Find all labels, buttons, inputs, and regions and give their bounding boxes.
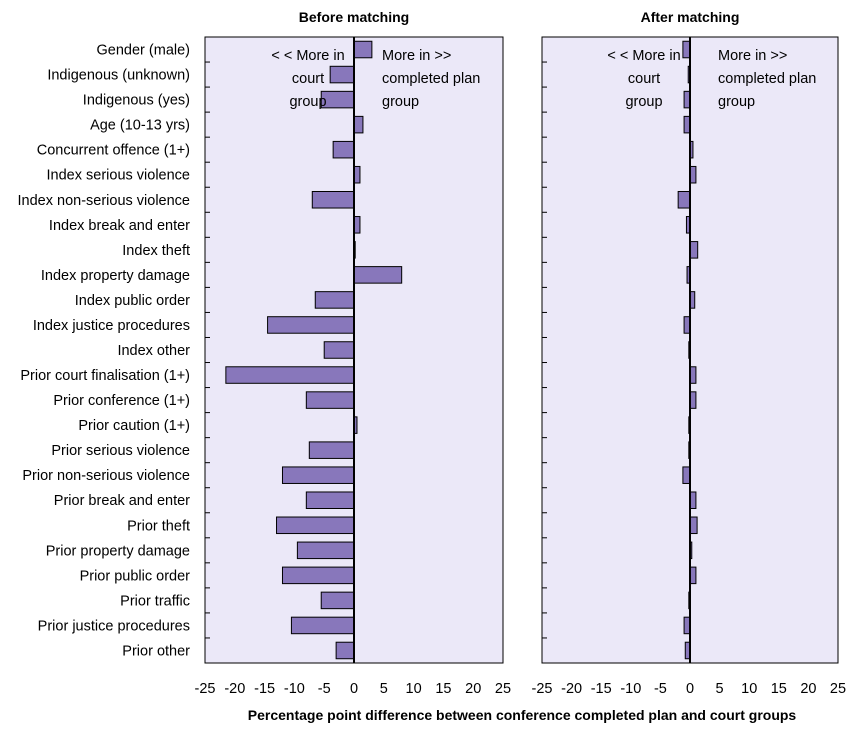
bar <box>308 441 355 459</box>
panel-after-matching: After matching < < More in court group More… <box>532 9 847 697</box>
x-tick-label: 20 <box>800 681 816 697</box>
category-label: Concurrent offence (1+) <box>37 143 190 159</box>
annotation-right-line: More in >> <box>718 48 787 64</box>
category-label: Prior serious violence <box>51 443 190 459</box>
bar <box>225 366 355 384</box>
x-tick-label: -20 <box>224 681 245 697</box>
x-tick-label: -25 <box>532 681 553 697</box>
bar <box>311 190 355 209</box>
annotation-right-line: More in >> <box>382 48 451 64</box>
category-label: Index justice procedures <box>33 318 190 334</box>
bar <box>335 641 355 660</box>
bar <box>305 491 355 510</box>
bar <box>267 316 355 334</box>
category-label: Index public order <box>75 293 190 309</box>
panel-after-title: After matching <box>641 9 740 25</box>
bar <box>353 115 364 134</box>
panel-before-title: Before matching <box>299 9 409 25</box>
annotation-left-line: court <box>628 71 660 87</box>
category-label: Index property damage <box>41 268 190 284</box>
category-label: Age (10-13 yrs) <box>90 118 190 134</box>
category-label: Index serious violence <box>47 168 190 184</box>
bar <box>353 266 403 284</box>
bar <box>353 40 373 59</box>
category-label: Prior court finalisation (1+) <box>20 368 190 384</box>
category-label: Gender (male) <box>97 43 190 59</box>
bar <box>314 291 355 309</box>
annotation-left-line: < < More in <box>607 48 680 64</box>
category-labels: Gender (male) Indigenous (unknown) Indigen… <box>18 43 191 660</box>
x-tick-label: -25 <box>195 681 216 697</box>
bar <box>323 341 355 359</box>
bar <box>682 466 691 484</box>
x-tick-label: 20 <box>465 681 481 697</box>
category-label: Prior justice procedures <box>38 618 190 634</box>
category-label: Indigenous (unknown) <box>47 68 190 84</box>
category-label: Prior conference (1+) <box>53 393 190 409</box>
category-label: Index theft <box>122 243 190 259</box>
bar <box>332 140 355 159</box>
annotation-left-line: court <box>292 71 324 87</box>
bar <box>281 466 355 484</box>
x-tick-label: 5 <box>380 681 388 697</box>
x-tick-label: 25 <box>495 681 511 697</box>
bar <box>281 566 355 585</box>
bar <box>276 516 355 535</box>
category-label: Prior public order <box>80 568 191 584</box>
x-tick-label: 0 <box>350 681 358 697</box>
annotation-right-line: group <box>382 94 419 110</box>
category-label: Prior caution (1+) <box>78 418 190 434</box>
category-label: Index other <box>117 343 190 359</box>
category-label: Prior non-serious violence <box>22 468 190 484</box>
x-tick-label: -20 <box>561 681 582 697</box>
x-tick-label: -15 <box>591 681 612 697</box>
bar <box>682 40 691 59</box>
x-tick-label: 15 <box>435 681 451 697</box>
bar <box>329 65 355 84</box>
bar <box>689 516 698 535</box>
annotation-right-line: completed plan <box>382 71 480 87</box>
x-tick-label: 15 <box>771 681 787 697</box>
category-label: Prior theft <box>127 518 190 534</box>
x-tick-label: 25 <box>830 681 846 697</box>
x-tick-label: -5 <box>318 681 331 697</box>
category-label: Index break and enter <box>49 218 190 234</box>
annotation-left-line: group <box>625 94 662 110</box>
category-label: Indigenous (yes) <box>83 93 190 109</box>
category-label: Prior traffic <box>120 593 190 609</box>
bar <box>290 616 355 635</box>
annotation-right-line: group <box>718 94 755 110</box>
annotation-left-line: group <box>289 94 326 110</box>
category-label: Prior break and enter <box>54 493 190 509</box>
bar <box>677 190 691 209</box>
x-axis-label: Percentage point difference between conf… <box>248 707 797 723</box>
category-label: Prior other <box>122 643 190 659</box>
bar <box>689 241 699 259</box>
panel-before-matching: Before matching < < More in court group Mor… <box>195 9 512 697</box>
x-tick-label: -15 <box>254 681 275 697</box>
x-tick-label: -10 <box>620 681 641 697</box>
bar <box>296 541 355 560</box>
category-label: Prior property damage <box>46 543 190 559</box>
annotation-left-line: < < More in <box>271 48 344 64</box>
annotation-right-line: completed plan <box>718 71 816 87</box>
x-tick-label: 10 <box>406 681 422 697</box>
x-tick-label: -5 <box>654 681 667 697</box>
x-tick-label: 10 <box>741 681 757 697</box>
bar <box>320 591 355 610</box>
x-tick-label: 5 <box>716 681 724 697</box>
x-tick-label: -10 <box>284 681 305 697</box>
category-label: Index non-serious violence <box>18 193 191 209</box>
bar <box>305 391 355 409</box>
x-tick-label: 0 <box>686 681 694 697</box>
